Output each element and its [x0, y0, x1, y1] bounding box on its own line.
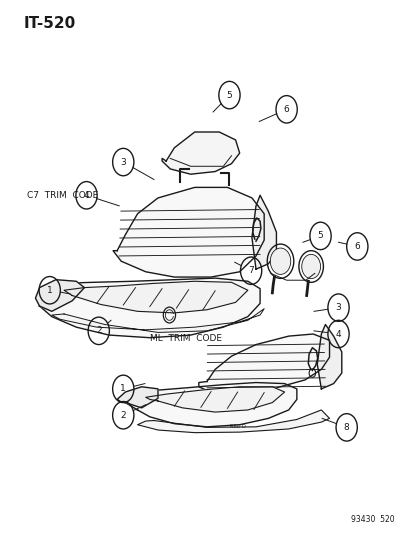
Polygon shape — [36, 280, 84, 311]
Polygon shape — [137, 410, 329, 433]
Polygon shape — [52, 309, 263, 333]
Polygon shape — [161, 132, 239, 174]
Polygon shape — [252, 195, 276, 269]
Text: 3: 3 — [120, 158, 126, 167]
Text: 1: 1 — [120, 384, 126, 393]
Text: C7  TRIM  CODE: C7 TRIM CODE — [27, 191, 98, 200]
Text: ML  TRIM  CODE: ML TRIM CODE — [150, 334, 221, 343]
Text: IT-520: IT-520 — [23, 16, 75, 31]
Text: 2: 2 — [120, 411, 126, 420]
Text: 4: 4 — [335, 329, 340, 338]
Polygon shape — [117, 387, 158, 408]
Text: 3: 3 — [335, 303, 341, 312]
Text: 6: 6 — [283, 105, 289, 114]
Polygon shape — [145, 387, 284, 412]
Text: 5: 5 — [226, 91, 232, 100]
Polygon shape — [198, 334, 329, 393]
Text: 1: 1 — [47, 286, 52, 295]
Text: 7: 7 — [248, 266, 253, 275]
Text: 4: 4 — [83, 191, 89, 200]
Text: 6: 6 — [354, 242, 359, 251]
Polygon shape — [113, 188, 263, 277]
Polygon shape — [316, 325, 341, 389]
Polygon shape — [64, 281, 247, 313]
Polygon shape — [40, 278, 259, 338]
Text: 5: 5 — [317, 231, 323, 240]
Text: 2: 2 — [96, 326, 101, 335]
Text: 8: 8 — [343, 423, 349, 432]
Polygon shape — [125, 383, 296, 427]
Ellipse shape — [270, 248, 290, 274]
Text: RBD D: RBD D — [229, 424, 245, 430]
Ellipse shape — [301, 254, 320, 279]
Text: 93430  520: 93430 520 — [350, 515, 394, 524]
